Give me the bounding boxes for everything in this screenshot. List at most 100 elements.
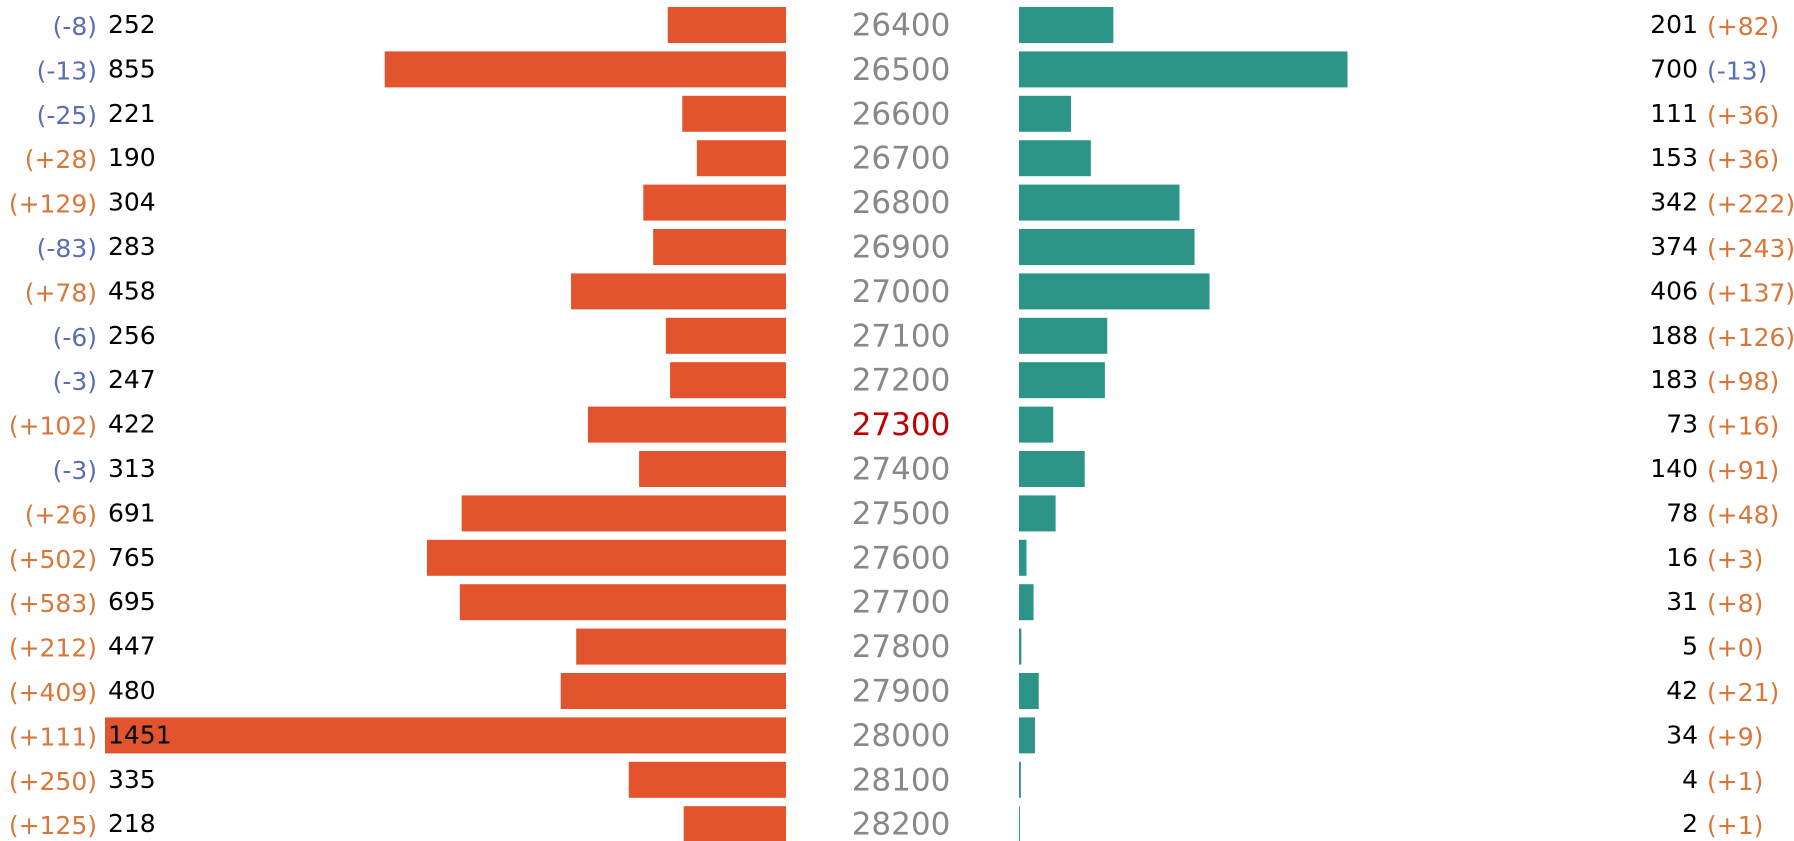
change-label: (+243) — [1707, 234, 1794, 263]
bar — [1019, 451, 1085, 487]
bar — [639, 451, 786, 487]
strike-label: 27000 — [852, 274, 951, 310]
value-label: 188 — [1650, 321, 1698, 350]
change-label: (+78) — [25, 278, 97, 307]
bar — [1019, 95, 1072, 132]
bar — [587, 406, 786, 443]
value-label: 78 — [1666, 498, 1698, 527]
change-label: (+583) — [9, 589, 97, 618]
bar — [1019, 539, 1027, 576]
strike-label: 26400 — [852, 8, 951, 44]
value-label: 374 — [1650, 232, 1698, 261]
change-label: (+28) — [25, 145, 97, 174]
change-label: (-3) — [53, 456, 97, 485]
change-label: (+98) — [1707, 367, 1779, 396]
value-label: 313 — [108, 454, 156, 483]
change-label: (+1) — [1707, 767, 1763, 796]
change-label: (+16) — [1707, 412, 1779, 441]
bar — [571, 273, 786, 310]
value-label: 691 — [108, 498, 156, 527]
strike-label: 26700 — [852, 141, 951, 177]
value-label: 16 — [1666, 543, 1698, 572]
bar — [1019, 51, 1348, 88]
value-label: 42 — [1666, 676, 1698, 705]
bar — [665, 317, 786, 354]
bar — [1019, 317, 1108, 354]
bar — [576, 628, 786, 665]
value-label: 153 — [1650, 143, 1698, 172]
strike-label: 27700 — [852, 585, 951, 621]
change-label: (+21) — [1707, 678, 1779, 707]
change-label: (-3) — [53, 367, 97, 396]
bar — [461, 495, 786, 532]
bar — [1019, 673, 1039, 709]
strike-label: 28200 — [852, 807, 951, 841]
value-label: 480 — [108, 676, 156, 705]
change-label: (+250) — [9, 767, 97, 796]
change-label: (+48) — [1707, 500, 1779, 529]
bar — [628, 761, 786, 798]
change-label: (+9) — [1707, 722, 1763, 751]
change-label: (-8) — [53, 12, 97, 41]
bar — [1019, 628, 1022, 665]
value-label: 201 — [1650, 10, 1698, 39]
strike-label: 28000 — [852, 718, 951, 754]
value-label: 247 — [108, 365, 156, 394]
strike-label: 27800 — [852, 629, 951, 665]
strike-label: 27900 — [852, 674, 951, 710]
change-label: (+129) — [9, 190, 97, 219]
bar — [384, 51, 786, 88]
bar — [1019, 362, 1105, 399]
change-label: (-25) — [37, 101, 97, 130]
change-label: (+36) — [1707, 145, 1779, 174]
value-label: 140 — [1650, 454, 1698, 483]
change-label: (+409) — [9, 678, 97, 707]
change-label: (+0) — [1707, 634, 1763, 663]
value-label: 1451 — [108, 720, 172, 749]
value-label: 447 — [108, 632, 156, 661]
strike-label: 28100 — [852, 762, 951, 798]
value-label: 283 — [108, 232, 156, 261]
bar — [682, 95, 786, 132]
value-label: 31 — [1666, 587, 1698, 616]
value-label: 221 — [108, 99, 156, 128]
change-label: (+222) — [1707, 190, 1794, 219]
bar — [670, 362, 786, 399]
change-label: (+26) — [25, 500, 97, 529]
value-label: 765 — [108, 543, 156, 572]
value-label: 218 — [108, 809, 156, 838]
value-label: 2 — [1682, 809, 1698, 838]
strike-label: 27400 — [852, 452, 951, 488]
change-label: (+125) — [9, 811, 97, 840]
change-label: (+8) — [1707, 589, 1763, 618]
bar — [1019, 184, 1180, 221]
value-label: 458 — [108, 276, 156, 305]
bar — [459, 584, 786, 621]
change-label: (-13) — [37, 56, 97, 85]
change-label: (+126) — [1707, 323, 1794, 352]
bar — [1019, 584, 1034, 621]
value-label: 183 — [1650, 365, 1698, 394]
bar — [696, 140, 786, 177]
bar — [1019, 140, 1091, 177]
value-label: 34 — [1666, 720, 1698, 749]
value-label: 855 — [108, 54, 156, 83]
change-label: (+102) — [9, 412, 97, 441]
change-label: (+111) — [9, 722, 97, 751]
strike-label: 26900 — [852, 230, 951, 266]
change-label: (-83) — [37, 234, 97, 263]
bar — [1019, 273, 1210, 310]
bar — [1019, 406, 1054, 443]
change-label: (+36) — [1707, 101, 1779, 130]
strike-label: 26500 — [852, 52, 951, 88]
bar — [1019, 761, 1021, 798]
value-label: 342 — [1650, 188, 1698, 217]
change-label: (+137) — [1707, 278, 1794, 307]
value-label: 304 — [108, 188, 156, 217]
bar — [653, 229, 786, 265]
strike-label: 26600 — [852, 96, 951, 132]
bar — [683, 806, 786, 841]
strike-label: 27100 — [852, 318, 951, 354]
strike-label: 27300 — [852, 407, 951, 443]
